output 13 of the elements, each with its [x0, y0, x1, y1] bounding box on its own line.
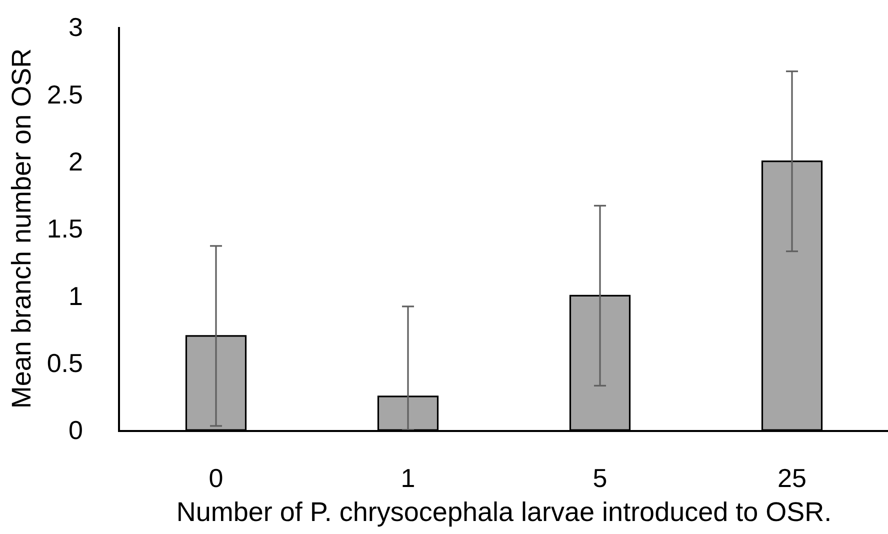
y-tick-label: 0	[68, 415, 83, 446]
y-axis-title: Mean branch number on OSR	[6, 48, 36, 409]
x-tick-label: 25	[778, 463, 806, 493]
x-axis-title: Number of P. chrysocephala larvae introduced to OSR.	[176, 496, 832, 527]
x-tick-label: 1	[400, 463, 416, 493]
y-tick-label: 1	[68, 280, 83, 311]
y-tick-label: 3	[68, 12, 83, 42]
y-tick-label: 1.5	[46, 214, 83, 244]
y-tick-label: 2	[68, 146, 83, 176]
y-tick-label: 0.5	[46, 348, 83, 378]
x-tick-label: 5	[592, 463, 608, 493]
y-tick-label: 2.5	[46, 79, 83, 110]
x-tick-label: 0	[208, 463, 224, 493]
